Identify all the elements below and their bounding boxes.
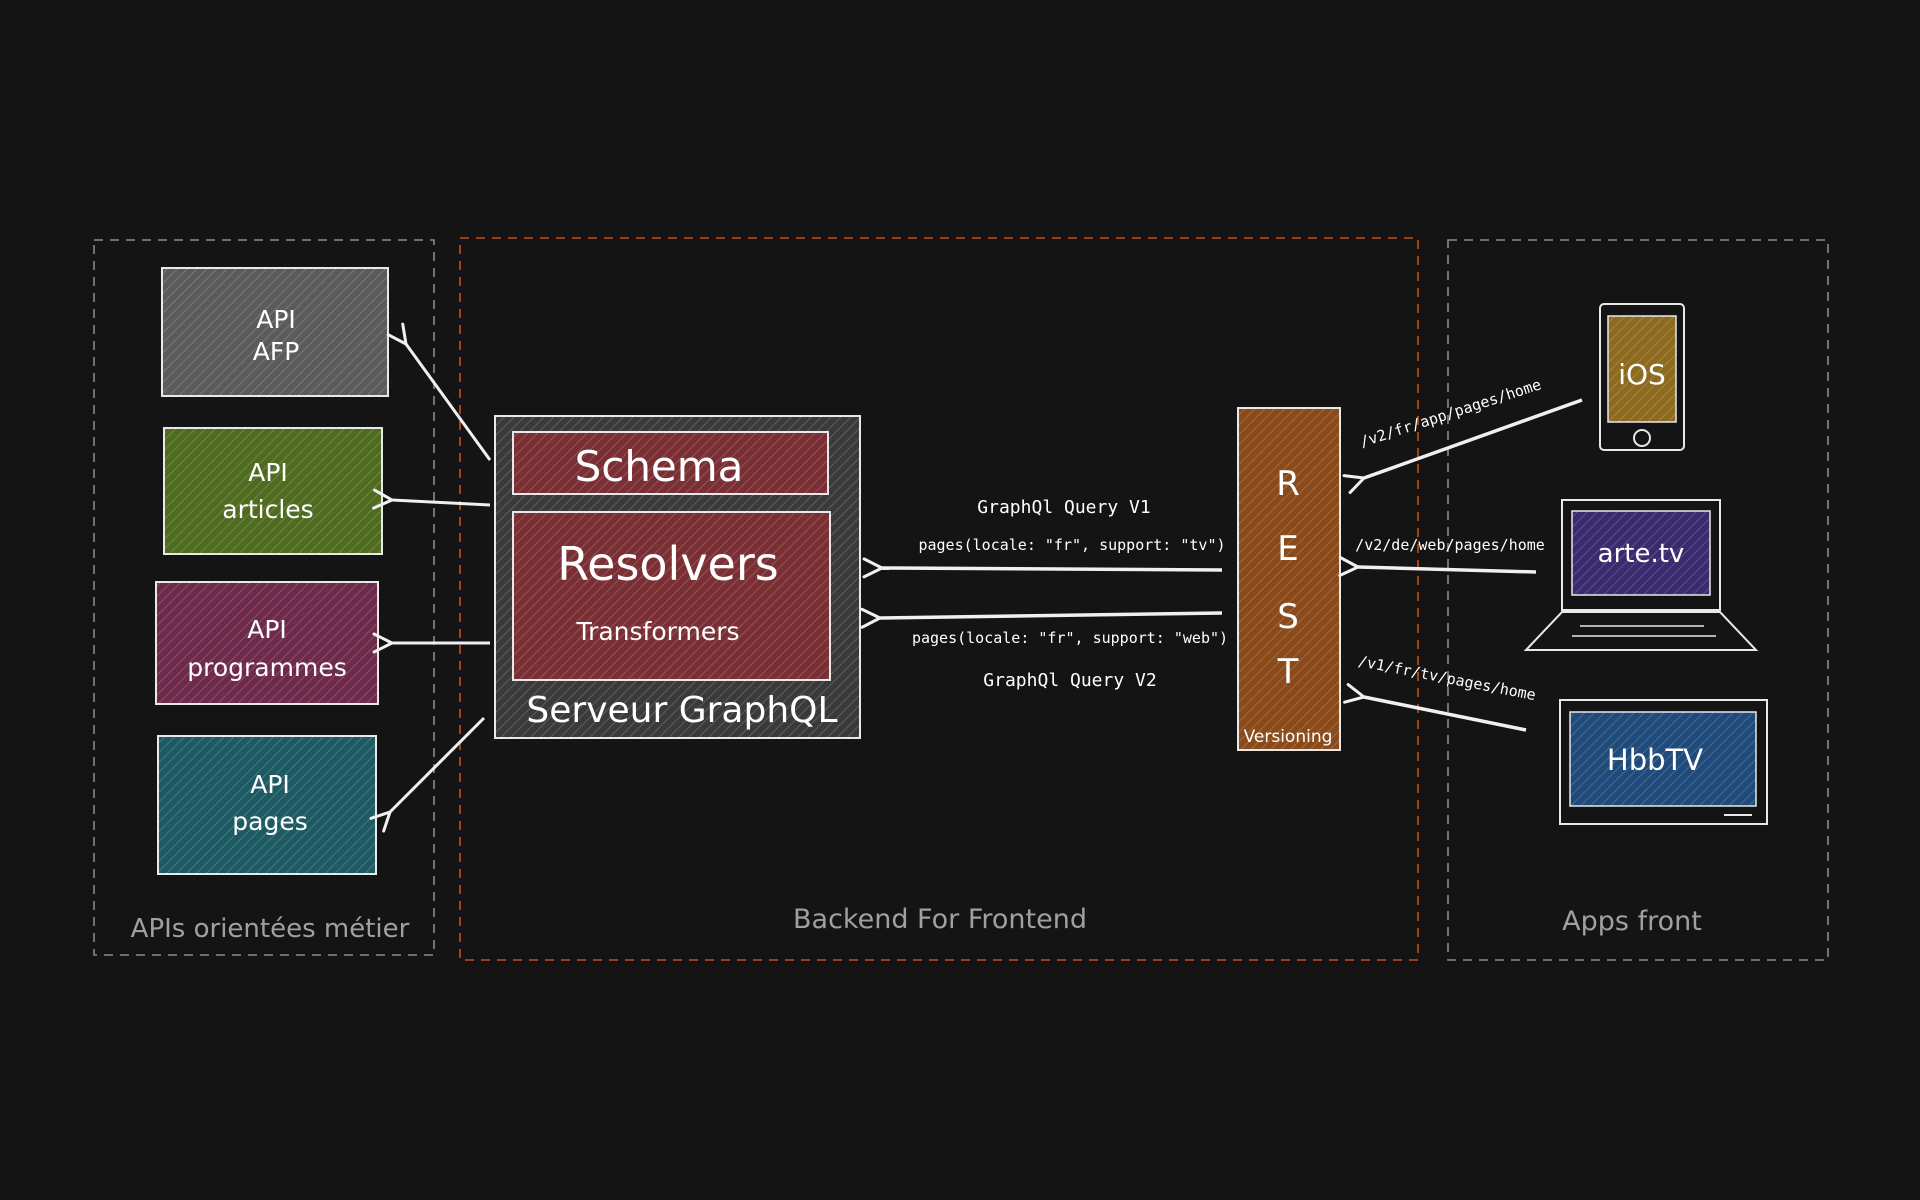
arrow-to-api-afp (386, 322, 492, 461)
api-articles-line2: articles (222, 495, 313, 524)
web-screen-hatch (1572, 511, 1710, 595)
laptop-lid-icon (1561, 499, 1721, 611)
rest-layer: R E S T Versioning (1237, 407, 1341, 751)
api-afp-line1: API (256, 305, 296, 334)
query-v1-call: pages(locale: "fr", support: "tv") (918, 536, 1225, 554)
api-pages-line2: pages (232, 807, 307, 836)
web-device: arte.tv (1523, 499, 1759, 651)
group-business-apis-label: APIs orientées métier (131, 914, 410, 944)
api-programmes-hatch (156, 582, 378, 704)
api-pages-line1: API (250, 770, 290, 799)
phone-body-icon (1599, 303, 1685, 451)
graphql-server: Schema Resolvers Transformers Serveur Gr… (494, 415, 861, 739)
api-afp-line2: AFP (253, 337, 300, 366)
arrow-to-api-pages (369, 716, 486, 833)
tv-label: HbbTV (1607, 743, 1703, 777)
query-v1-title: GraphQl Query V1 (977, 497, 1150, 518)
api-afp-hatch (162, 268, 388, 396)
route-tv: /v1/fr/tv/pages/home (1357, 652, 1538, 704)
rest-letter-t: T (1277, 652, 1299, 692)
api-articles-box: API articles (163, 427, 383, 555)
arrow-query-v1 (862, 557, 1223, 579)
api-pages-hatch (158, 736, 376, 874)
arrow-query-v2 (860, 607, 1223, 629)
tv-body-icon (1559, 699, 1768, 825)
rest-versioning-label: Versioning (1244, 727, 1333, 747)
api-articles-hatch (164, 428, 382, 554)
api-afp-box: API AFP (161, 267, 389, 397)
schema-block-hatch (513, 432, 828, 494)
api-programmes-line2: programmes (187, 653, 346, 682)
group-apps (1447, 239, 1829, 961)
ios-device: iOS (1599, 303, 1685, 451)
arrow-to-api-articles (372, 488, 491, 510)
schema-label: Schema (575, 442, 744, 491)
ios-screen-hatch (1608, 316, 1676, 422)
api-programmes-line1: API (247, 615, 287, 644)
laptop-base-icon (1523, 611, 1759, 651)
group-bff (459, 237, 1419, 961)
ios-label: iOS (1618, 358, 1666, 391)
rest-block-hatch (1238, 408, 1340, 750)
group-business-apis (93, 239, 435, 956)
web-label: arte.tv (1598, 539, 1685, 569)
arrow-web-route (1338, 555, 1537, 577)
rest-letter-r: R (1276, 464, 1300, 504)
resolvers-label: Resolvers (557, 537, 779, 591)
query-v2-call: pages(locale: "fr", support: "web") (912, 629, 1228, 647)
api-articles-line1: API (248, 458, 288, 487)
tv-device: HbbTV (1559, 699, 1768, 825)
arrow-ios-route (1342, 398, 1583, 495)
api-programmes-box: API programmes (155, 581, 379, 705)
query-v2-title: GraphQl Query V2 (983, 670, 1156, 691)
rest-letter-s: S (1277, 597, 1299, 637)
transformers-label: Transformers (575, 617, 739, 646)
group-apps-label: Apps front (1562, 906, 1702, 937)
tv-screen-hatch (1570, 712, 1756, 806)
route-ios: /v2/fr/app/pages/home (1357, 375, 1543, 451)
api-pages-box: API pages (157, 735, 377, 875)
rest-letter-e: E (1277, 529, 1298, 569)
graphql-server-label: Serveur GraphQL (526, 690, 837, 731)
arrow-tv-route (1343, 683, 1527, 732)
route-web: /v2/de/web/pages/home (1355, 536, 1545, 554)
phone-home-button-icon (1633, 429, 1651, 447)
group-bff-label: Backend For Frontend (793, 904, 1087, 935)
resolvers-block-hatch (513, 512, 830, 680)
